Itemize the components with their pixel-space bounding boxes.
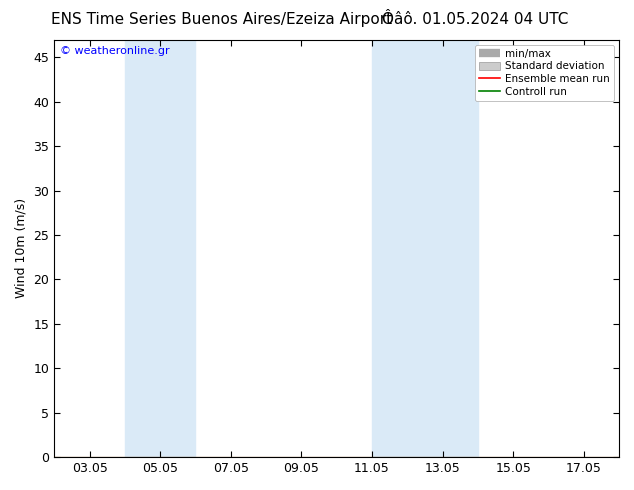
Text: ENS Time Series Buenos Aires/Ezeiza Airport: ENS Time Series Buenos Aires/Ezeiza Airp… <box>51 12 392 27</box>
Text: Ôâô. 01.05.2024 04 UTC: Ôâô. 01.05.2024 04 UTC <box>382 12 569 27</box>
Legend: min/max, Standard deviation, Ensemble mean run, Controll run: min/max, Standard deviation, Ensemble me… <box>475 45 614 101</box>
Text: © weatheronline.gr: © weatheronline.gr <box>60 46 169 56</box>
Bar <box>125 40 195 457</box>
Y-axis label: Wind 10m (m/s): Wind 10m (m/s) <box>15 198 28 298</box>
Bar <box>372 40 478 457</box>
